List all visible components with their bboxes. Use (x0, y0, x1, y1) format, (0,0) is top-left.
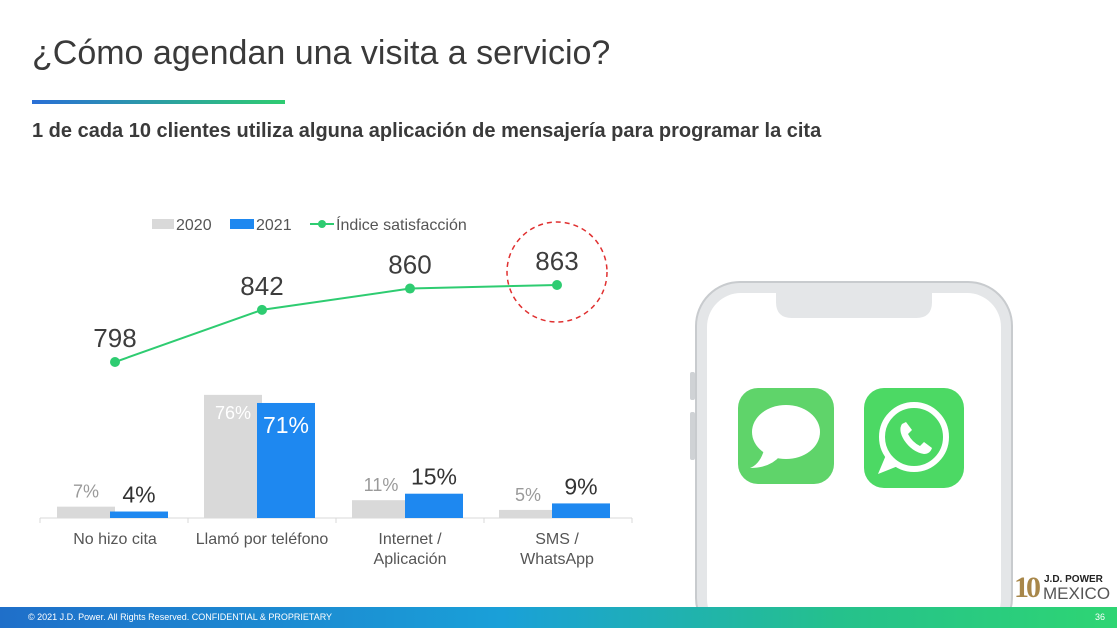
title-underline (32, 100, 285, 104)
logo-brand: J.D. POWER (1044, 574, 1103, 585)
bar-2020 (57, 506, 115, 518)
phone-notch (776, 293, 932, 318)
satisfaction-label: 798 (93, 323, 136, 353)
page-subtitle: 1 de cada 10 clientes utiliza alguna apl… (32, 120, 822, 142)
data-label-2020: 7% (73, 482, 99, 502)
satisfaction-point (552, 280, 562, 290)
x-tick-label: Internet / (378, 531, 442, 548)
messages-icon (750, 405, 820, 468)
whatsapp-icon (878, 402, 949, 474)
phone-screen (707, 293, 1001, 610)
satisfaction-point (110, 357, 120, 367)
bar-2021 (552, 503, 610, 518)
data-label-2021: 9% (564, 473, 597, 499)
legend-label: 2021 (256, 217, 292, 234)
legend-swatch (230, 219, 254, 229)
bar-2020 (352, 500, 410, 518)
bar-2020 (204, 394, 262, 518)
page-number: 36 (1094, 612, 1105, 622)
satisfaction-point (257, 304, 267, 315)
bar-line-chart: 2020 2021 Índice satisfacción 7% 4% No hizo c… (39, 215, 633, 568)
data-label-2020: 76% (215, 403, 251, 423)
data-label-2020: 5% (515, 485, 541, 505)
x-tick-label: No hizo cita (73, 531, 157, 548)
satisfaction-line (114, 284, 558, 363)
data-label-2021: 15% (411, 464, 457, 490)
highlight-circle (506, 221, 608, 323)
legend-label: Índice satisfacción (336, 215, 467, 234)
legend-marker (318, 220, 326, 228)
satisfaction-label: 863 (535, 246, 578, 276)
page-title: ¿Cómo agendan una visita a servicio? (32, 34, 611, 72)
x-tick-label: Llamó por teléfono (196, 531, 329, 548)
logo-country: MEXICO (1043, 584, 1111, 603)
legend-label: 2020 (176, 217, 212, 234)
bar-2021 (405, 493, 463, 518)
logo-anniversary-number: 10 (1014, 571, 1041, 604)
data-label-2021: 71% (263, 412, 309, 438)
x-tick-label: SMS / (535, 531, 579, 548)
jd-power-mexico-logo: 10 J.D. POWER MEXICO (1014, 571, 1110, 607)
x-tick-label: WhatsApp (520, 551, 594, 568)
phone-side-button (690, 372, 695, 400)
data-label-2021: 4% (122, 482, 155, 508)
satisfaction-point (405, 283, 415, 294)
bar-2020 (499, 509, 557, 518)
satisfaction-label: 860 (388, 250, 431, 280)
phone-illustration (690, 281, 1013, 610)
footer-bar (0, 607, 1117, 628)
legend-swatch (152, 219, 174, 229)
bar-2021 (110, 511, 168, 518)
data-label-2020: 11% (364, 475, 399, 495)
x-tick-label: Aplicación (374, 551, 447, 568)
footer-copyright: © 2021 J.D. Power. All Rights Reserved. … (28, 612, 333, 622)
bar-2021 (257, 402, 315, 518)
satisfaction-label: 842 (240, 271, 283, 301)
phone-side-button (690, 412, 695, 460)
